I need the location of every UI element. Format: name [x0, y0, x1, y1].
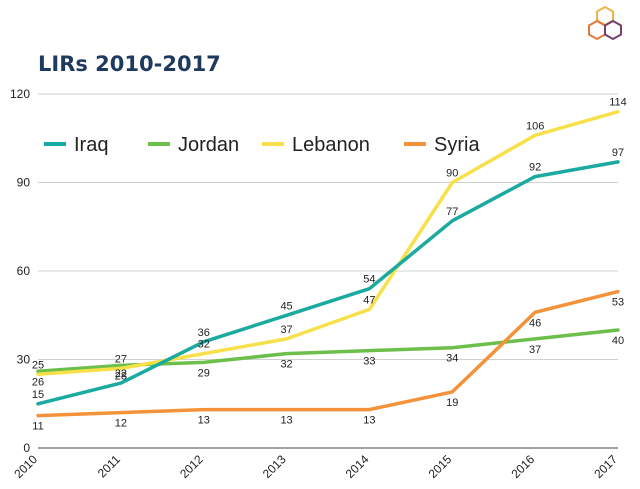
data-label-lebanon: 106 — [526, 120, 544, 132]
data-label-iraq: 77 — [446, 206, 458, 218]
data-label-jordan: 29 — [198, 367, 210, 379]
legend-label: Jordan — [178, 134, 239, 156]
legend-item-jordan: Jordan — [148, 134, 239, 156]
legend-label: Iraq — [74, 134, 108, 156]
x-tick-label: 2016 — [508, 452, 537, 481]
y-tick-label: 90 — [17, 176, 31, 190]
data-labels: 15 22 36 45 54 77 92 97 26 28 29 32 33 34 37 40 25 27 32 37… — [32, 97, 627, 433]
data-label-lebanon: 114 — [609, 97, 627, 109]
data-label-iraq: 22 — [115, 368, 127, 380]
x-tick-label: 2015 — [426, 452, 455, 481]
data-label-jordan: 33 — [363, 356, 375, 368]
data-label-lebanon: 27 — [115, 353, 127, 365]
legend-item-syria: Syria — [404, 134, 480, 156]
y-tick-label: 30 — [17, 353, 31, 367]
x-tick-label: 2013 — [260, 452, 289, 481]
data-label-iraq: 54 — [363, 274, 375, 286]
y-tick-label: 0 — [23, 441, 30, 455]
data-label-syria: 12 — [115, 418, 127, 430]
y-tick-label: 60 — [17, 264, 31, 278]
data-label-jordan: 40 — [612, 335, 624, 347]
data-label-lebanon: 25 — [32, 359, 44, 371]
data-label-jordan: 28 — [115, 370, 127, 382]
x-tick-label: 2010 — [11, 452, 40, 481]
data-label-jordan: 34 — [446, 353, 458, 365]
data-label-lebanon: 37 — [280, 324, 292, 336]
data-label-syria: 13 — [198, 415, 210, 427]
x-tick-label: 2011 — [95, 452, 123, 480]
data-label-syria: 46 — [529, 317, 541, 329]
x-tick-label: 2012 — [177, 452, 206, 481]
data-label-jordan: 32 — [280, 359, 292, 371]
data-label-syria: 53 — [612, 297, 624, 309]
data-label-syria: 11 — [32, 421, 43, 433]
y-axis-ticks: 0 30 60 90 120 — [10, 87, 30, 455]
y-tick-label: 120 — [10, 87, 30, 101]
x-tick-label: 2017 — [591, 452, 620, 481]
chart-title: LIRs 2010-2017 — [38, 52, 221, 76]
data-label-syria: 13 — [363, 415, 375, 427]
data-label-iraq: 36 — [198, 327, 210, 339]
data-label-iraq: 45 — [280, 300, 292, 312]
series-line-iraq — [36, 160, 620, 406]
data-label-jordan: 37 — [529, 344, 541, 356]
legend-label: Lebanon — [292, 134, 370, 156]
x-axis-ticks: 2010 2011 2012 2013 2014 2015 2016 2017 — [11, 452, 620, 481]
series-line-lebanon — [36, 109, 620, 377]
series-lines — [36, 109, 620, 418]
legend-item-iraq: Iraq — [44, 134, 108, 156]
legend: Iraq Jordan Lebanon Syria — [44, 134, 480, 156]
legend-label: Syria — [434, 134, 480, 156]
data-label-lebanon: 47 — [363, 294, 375, 306]
data-label-lebanon: 32 — [198, 339, 210, 351]
data-label-lebanon: 90 — [446, 168, 458, 180]
hexagon-cluster-logo — [588, 5, 622, 41]
data-label-syria: 13 — [280, 415, 292, 427]
x-tick-label: 2014 — [343, 452, 372, 481]
data-label-iraq: 97 — [612, 147, 624, 159]
legend-item-lebanon: Lebanon — [262, 134, 370, 156]
data-label-iraq: 92 — [529, 162, 541, 174]
data-label-jordan: 26 — [32, 376, 44, 388]
series-line-syria — [36, 289, 620, 418]
data-label-iraq: 15 — [32, 389, 44, 401]
data-label-syria: 19 — [446, 397, 458, 409]
